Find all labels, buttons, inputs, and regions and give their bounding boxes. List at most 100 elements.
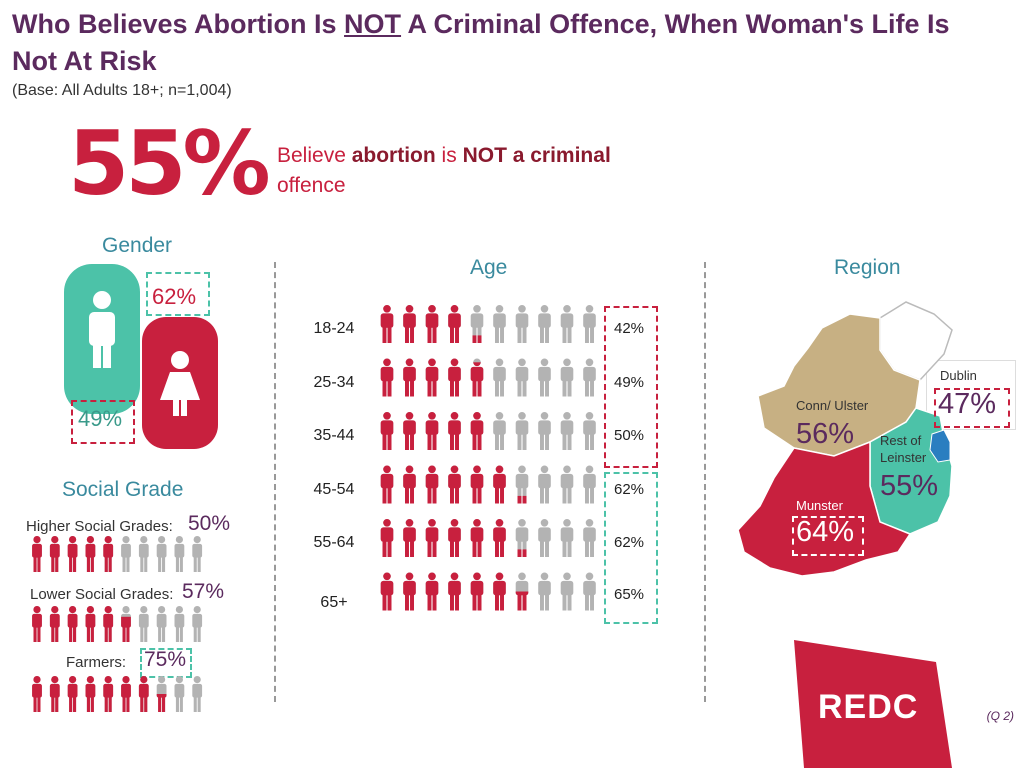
- base-note: (Base: All Adults 18+; n=1,004): [12, 82, 232, 99]
- age-person-65+-7: [515, 572, 529, 611]
- social-person-1-7: [138, 536, 149, 572]
- social-grade-title: Social Grade: [62, 478, 184, 501]
- higher-social-label: Higher Social Grades:: [26, 518, 173, 535]
- age-person-65+-6: [493, 572, 506, 611]
- page-title: Who Believes Abortion Is NOT A Criminal …: [12, 9, 950, 76]
- age-person-25-34-8: [538, 358, 551, 397]
- female-icon: [160, 351, 200, 416]
- age-low-box: [604, 306, 658, 468]
- age-person-25-34-2: [403, 358, 416, 397]
- conn-ulster-label: Conn/ Ulster: [796, 398, 869, 413]
- age-person-25-34-6: [493, 358, 506, 397]
- rest-of-leinster-label: Rest of Leinster: [880, 433, 927, 465]
- age-person-18-24-5: [470, 305, 484, 343]
- social-person-1-6: [121, 536, 131, 572]
- age-person-45-54-7: [515, 465, 529, 504]
- social-person-3-2: [49, 676, 60, 712]
- farmers-pct: 75%: [144, 648, 187, 671]
- social-person-2-1: [32, 606, 42, 642]
- age-pct-label: 42%: [613, 320, 645, 337]
- age-person-65+-8: [538, 572, 551, 611]
- age-person-45-54-9: [560, 465, 574, 504]
- age-person-18-24-2: [403, 305, 416, 343]
- lower-social-pct: 57%: [182, 580, 225, 603]
- age-person-65+-1: [380, 572, 394, 611]
- age-person-25-34-1: [380, 358, 394, 397]
- age-person-45-54-3: [425, 465, 439, 504]
- social-person-2-6: [121, 606, 131, 642]
- age-person-25-34-9: [560, 358, 574, 397]
- age-person-35-44-9: [560, 412, 574, 450]
- dublin-pct: 47%: [938, 388, 997, 420]
- age-person-18-24-10: [583, 305, 596, 343]
- social-person-2-8: [156, 606, 167, 642]
- age-person-55-64-4: [448, 519, 461, 557]
- age-person-55-64-10: [583, 519, 596, 557]
- age-pct-label: 65%: [613, 585, 645, 603]
- social-person-3-6: [121, 676, 131, 712]
- social-grade-pictogram: [32, 536, 203, 712]
- farmers-label: Farmers:: [66, 654, 126, 671]
- social-person-3-3: [67, 676, 78, 712]
- age-person-65+-2: [403, 572, 416, 611]
- age-person-25-34-7: [515, 358, 529, 397]
- age-high-box: [604, 472, 658, 624]
- male-icon: [89, 291, 115, 368]
- gender-graphic: [64, 264, 218, 449]
- age-person-45-54-6: [493, 465, 506, 504]
- age-person-18-24-8: [538, 305, 551, 343]
- age-group-label: 65+: [320, 593, 348, 611]
- age-person-45-54-2: [403, 465, 416, 504]
- social-person-2-10: [192, 606, 203, 642]
- male-pct: 49%: [78, 406, 123, 431]
- age-person-25-34-3: [425, 358, 439, 397]
- age-person-55-64-7: [515, 519, 529, 557]
- social-person-1-1: [32, 536, 42, 572]
- conn-ulster-pct: 56%: [796, 418, 855, 450]
- social-person-1-4: [85, 536, 96, 572]
- age-person-55-64-1: [380, 519, 394, 557]
- social-person-2-9: [174, 606, 185, 642]
- social-person-3-10: [192, 676, 203, 712]
- age-person-65+-4: [448, 572, 461, 611]
- age-pct-label: 62%: [613, 480, 645, 498]
- map-dublin: [929, 429, 951, 463]
- age-person-65+-9: [560, 572, 574, 611]
- social-person-1-8: [156, 536, 167, 572]
- age-person-35-44-10: [583, 412, 596, 450]
- age-person-65+-5: [470, 572, 484, 611]
- map-munster: [737, 440, 912, 577]
- social-person-3-5: [103, 676, 114, 712]
- social-person-2-3: [67, 606, 78, 642]
- munster-pct: 64%: [796, 516, 855, 548]
- social-person-2-5: [103, 606, 114, 642]
- headline-text: Believe abortion is NOT a criminal offenc…: [277, 144, 611, 197]
- age-person-55-64-3: [425, 519, 439, 557]
- age-person-35-44-3: [425, 412, 439, 450]
- munster-label: Munster: [796, 498, 843, 513]
- age-title: Age: [470, 256, 508, 279]
- age-pct-label: 62%: [613, 534, 645, 551]
- age-group-label: 45-54: [313, 480, 355, 498]
- female-pct-box: [146, 272, 210, 316]
- redc-logo-shape: [794, 640, 952, 768]
- age-group-label: 25-34: [313, 373, 355, 391]
- social-person-3-1: [32, 676, 42, 712]
- age-person-45-54-5: [470, 465, 484, 504]
- ireland-map: [737, 301, 953, 577]
- social-person-3-7: [138, 676, 149, 712]
- age-person-25-34-10: [583, 358, 596, 397]
- headline-percentage: 55%: [68, 112, 271, 215]
- social-person-1-9: [174, 536, 185, 572]
- social-person-3-4: [85, 676, 96, 712]
- munster-pct-box: [792, 516, 864, 556]
- age-person-25-34-4: [448, 358, 461, 397]
- male-pct-box: [71, 400, 135, 444]
- age-person-45-54-4: [448, 465, 461, 504]
- age-person-18-24-6: [493, 305, 506, 343]
- age-person-18-24-4: [448, 305, 461, 343]
- age-person-45-54-10: [583, 465, 596, 504]
- dublin-label: Dublin: [940, 368, 977, 383]
- age-person-18-24-7: [515, 305, 529, 343]
- social-person-3-9: [174, 676, 185, 712]
